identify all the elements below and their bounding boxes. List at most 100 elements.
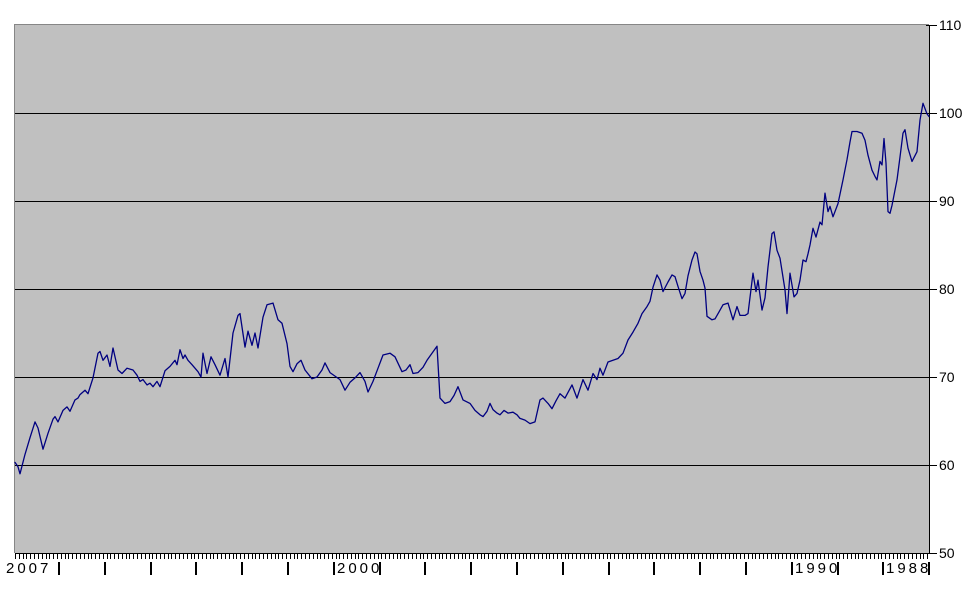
x-axis-minor-tick [404, 554, 405, 559]
x-axis-year-separator [195, 562, 197, 575]
x-axis-minor-tick [553, 554, 554, 559]
x-axis-minor-tick [797, 554, 798, 559]
x-axis-minor-tick [576, 554, 577, 559]
x-axis-minor-tick [671, 554, 672, 559]
x-axis-minor-tick [500, 554, 501, 559]
x-axis-minor-tick [171, 554, 172, 559]
x-axis-minor-tick [519, 554, 520, 559]
x-axis-minor-tick [771, 554, 772, 559]
x-axis-minor-tick [65, 554, 66, 559]
y-axis-tick-100 [926, 113, 937, 114]
x-axis-minor-tick [423, 554, 424, 559]
x-axis-minor-tick [862, 554, 863, 559]
gridline-100 [15, 113, 929, 114]
x-axis-minor-tick [336, 554, 337, 559]
x-axis-minor-tick [339, 554, 340, 559]
x-axis-minor-tick [477, 554, 478, 559]
x-axis-year-label-2007: 2007 [6, 560, 52, 577]
x-axis-minor-tick [465, 554, 466, 559]
x-axis-minor-tick [34, 554, 35, 559]
x-axis-minor-tick [53, 554, 54, 559]
x-axis-minor-tick [565, 554, 566, 559]
x-axis-minor-tick [557, 554, 558, 559]
x-axis-minor-tick [15, 554, 16, 559]
x-axis-year-separator [745, 562, 747, 575]
x-axis-minor-tick [649, 554, 650, 559]
x-axis-minor-tick [889, 554, 890, 559]
x-axis-year-separator [837, 562, 839, 575]
x-axis-minor-tick [49, 554, 50, 559]
x-axis-minor-tick [698, 554, 699, 559]
x-axis-minor-tick [744, 554, 745, 559]
x-axis-minor-tick [515, 554, 516, 559]
x-axis-minor-tick [591, 554, 592, 559]
x-axis-minor-tick [389, 554, 390, 559]
x-axis-minor-tick [595, 554, 596, 559]
x-axis-minor-tick [809, 554, 810, 559]
x-axis-minor-tick [194, 554, 195, 559]
x-axis-minor-tick [68, 554, 69, 559]
x-axis-minor-tick [664, 554, 665, 559]
x-axis-minor-tick [752, 554, 753, 559]
x-axis-minor-tick [282, 554, 283, 559]
x-axis-minor-tick [366, 554, 367, 559]
x-axis-minor-tick [568, 554, 569, 559]
x-axis-minor-tick [76, 554, 77, 559]
x-axis-minor-tick [400, 554, 401, 559]
x-axis-minor-tick [286, 554, 287, 559]
x-axis-minor-tick [305, 554, 306, 559]
x-axis-minor-tick [725, 554, 726, 559]
x-axis-minor-tick [122, 554, 123, 559]
x-axis-minor-tick [607, 554, 608, 559]
x-axis-minor-tick [198, 554, 199, 559]
x-axis-year-separator [928, 562, 930, 575]
x-axis-minor-tick [484, 554, 485, 559]
x-axis-year-separator [516, 562, 518, 575]
gridline-60 [15, 465, 929, 466]
x-axis-minor-tick [733, 554, 734, 559]
x-axis-year-label-2000: 2000 [337, 560, 383, 577]
x-axis-minor-tick [916, 554, 917, 559]
x-axis-minor-tick [504, 554, 505, 559]
x-axis-minor-tick [694, 554, 695, 559]
x-axis-minor-tick [80, 554, 81, 559]
x-axis-minor-tick [168, 554, 169, 559]
x-axis-minor-tick [492, 554, 493, 559]
gridline-70 [15, 377, 929, 378]
x-axis-minor-tick [317, 554, 318, 559]
x-axis-minor-tick [923, 554, 924, 559]
x-axis-minor-tick [446, 554, 447, 559]
x-axis-minor-tick [855, 554, 856, 559]
x-axis-minor-tick [160, 554, 161, 559]
x-axis-minor-tick [324, 554, 325, 559]
x-axis-minor-tick [458, 554, 459, 559]
x-axis-minor-tick [61, 554, 62, 559]
x-axis-minor-tick [721, 554, 722, 559]
x-axis-minor-tick [88, 554, 89, 559]
x-axis-minor-tick [225, 554, 226, 559]
x-axis-year-label-1990: 1990 [795, 560, 841, 577]
x-axis-minor-tick [713, 554, 714, 559]
x-axis-minor-tick [328, 554, 329, 559]
y-axis-tick-50 [926, 553, 937, 554]
x-axis-minor-tick [412, 554, 413, 559]
x-axis-year-separator [104, 562, 106, 575]
x-axis-minor-tick [38, 554, 39, 559]
x-axis-minor-tick [702, 554, 703, 559]
x-axis-minor-tick [866, 554, 867, 559]
x-axis-minor-tick [801, 554, 802, 559]
x-axis-minor-tick [897, 554, 898, 559]
x-axis-minor-tick [832, 554, 833, 559]
x-axis-minor-tick [927, 554, 928, 559]
x-axis-minor-tick [511, 554, 512, 559]
x-axis-minor-tick [870, 554, 871, 559]
x-axis-minor-tick [656, 554, 657, 559]
x-axis-minor-tick [629, 554, 630, 559]
x-axis-minor-tick [114, 554, 115, 559]
x-axis-year-separator [287, 562, 289, 575]
x-axis-minor-tick [858, 554, 859, 559]
x-axis-minor-tick [297, 554, 298, 559]
x-axis-minor-tick [133, 554, 134, 559]
